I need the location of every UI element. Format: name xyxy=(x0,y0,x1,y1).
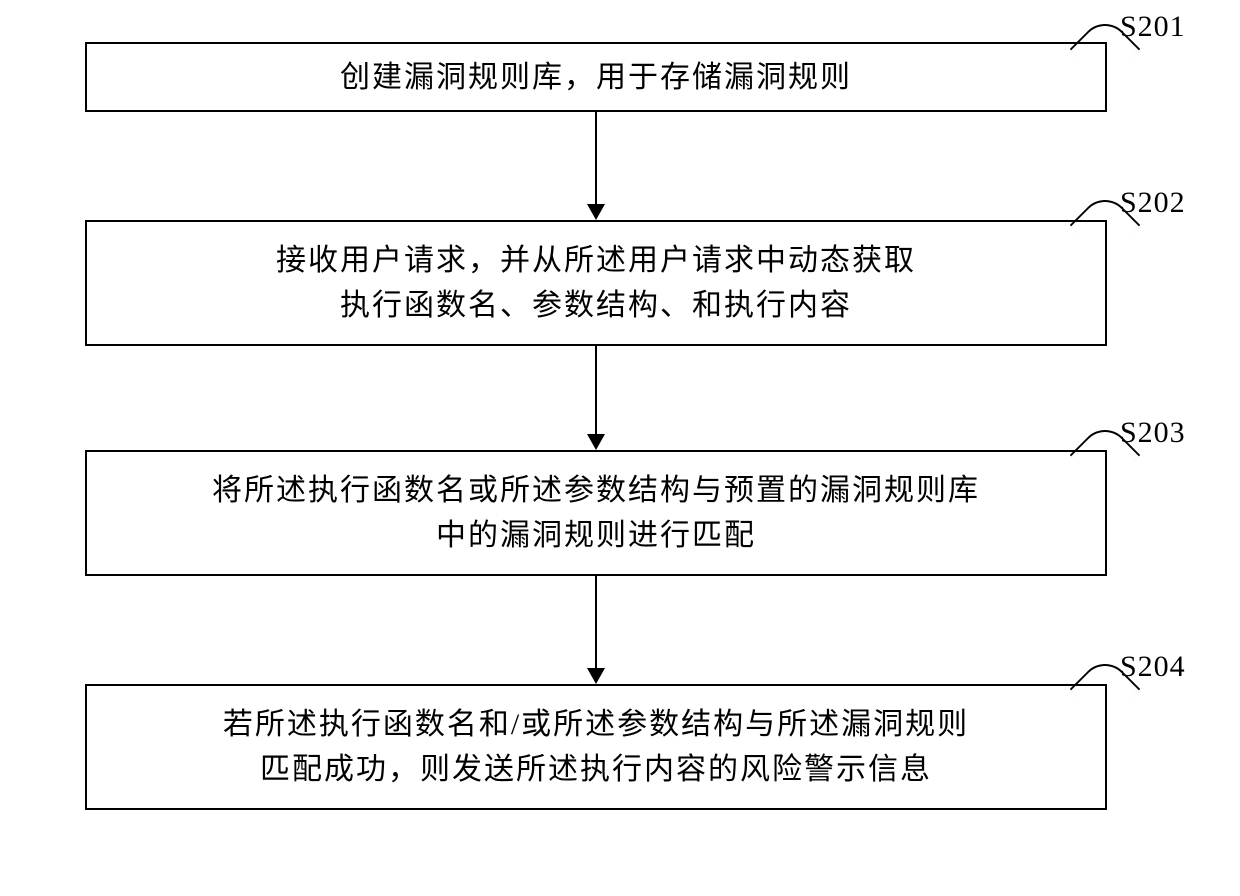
step-label-s202: S202 xyxy=(1120,186,1186,220)
flowchart-container: 创建漏洞规则库，用于存储漏洞规则 S201 接收用户请求，并从所述用户请求中动态… xyxy=(0,0,1240,896)
arrow-line-1 xyxy=(595,112,597,204)
step-label-s204: S204 xyxy=(1120,650,1186,684)
arrow-line-3 xyxy=(595,576,597,668)
step-text-s202: 接收用户请求，并从所述用户请求中动态获取执行函数名、参数结构、和执行内容 xyxy=(276,238,916,328)
step-box-s202: 接收用户请求，并从所述用户请求中动态获取执行函数名、参数结构、和执行内容 xyxy=(85,220,1107,346)
step-label-s201: S201 xyxy=(1120,10,1186,44)
arrow-head-2 xyxy=(587,434,605,450)
step-text-s203: 将所述执行函数名或所述参数结构与预置的漏洞规则库中的漏洞规则进行匹配 xyxy=(212,468,980,558)
arrow-head-1 xyxy=(587,204,605,220)
step-box-s201: 创建漏洞规则库，用于存储漏洞规则 xyxy=(85,42,1107,112)
step-box-s204: 若所述执行函数名和/或所述参数结构与所述漏洞规则匹配成功，则发送所述执行内容的风… xyxy=(85,684,1107,810)
step-box-s203: 将所述执行函数名或所述参数结构与预置的漏洞规则库中的漏洞规则进行匹配 xyxy=(85,450,1107,576)
step-label-s203: S203 xyxy=(1120,416,1186,450)
step-text-s201: 创建漏洞规则库，用于存储漏洞规则 xyxy=(340,55,852,100)
arrow-head-3 xyxy=(587,668,605,684)
step-text-s204: 若所述执行函数名和/或所述参数结构与所述漏洞规则匹配成功，则发送所述执行内容的风… xyxy=(223,702,969,792)
arrow-line-2 xyxy=(595,346,597,434)
